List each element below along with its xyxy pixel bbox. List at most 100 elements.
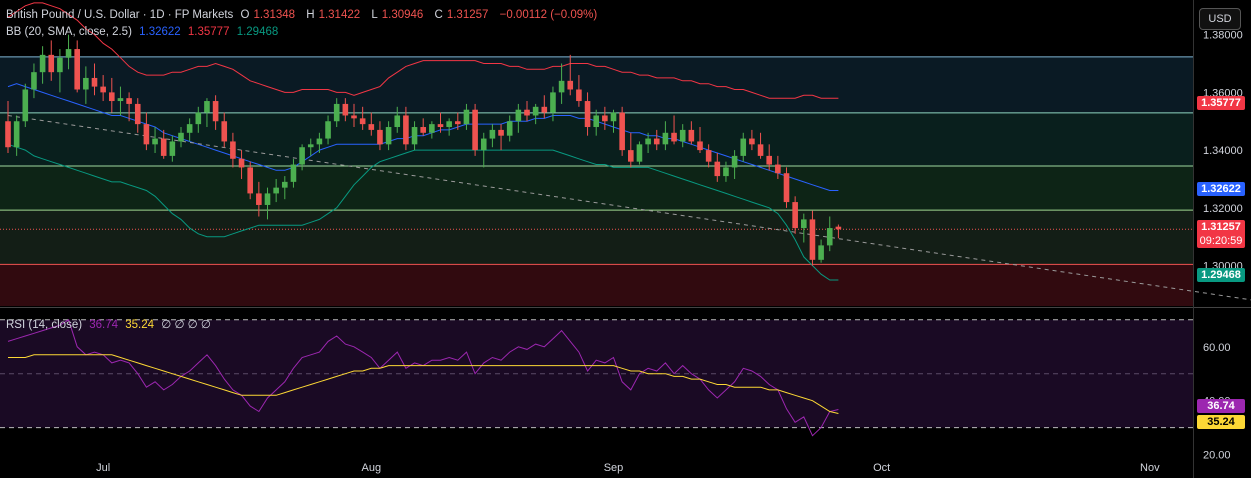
bb-upper-badge: 1.35777 [1197, 96, 1245, 110]
candle-body [567, 80, 574, 90]
symbol-legend: British Pound / U.S. Dollar · 1D · FP Ma… [6, 9, 601, 21]
candle-body [394, 115, 401, 128]
candle-body [31, 72, 37, 90]
candle-body [5, 121, 11, 148]
price-tick-label: 1.38000 [1203, 30, 1243, 42]
high-value: 1.31422 [318, 9, 361, 21]
candle-body [628, 150, 634, 162]
bb-basis-badge: 1.32622 [1197, 182, 1245, 196]
candle-body [714, 161, 721, 177]
candle-body [697, 141, 703, 151]
close-value: 1.31257 [446, 9, 489, 21]
open-value: 1.31348 [253, 9, 296, 21]
rsi-tick-label: 20.00 [1203, 450, 1231, 462]
candle-body [22, 89, 29, 122]
candle-body [143, 124, 150, 145]
candle-body [152, 138, 158, 145]
candle-body [307, 144, 314, 148]
candle-body [238, 158, 245, 168]
time-tick-label: Aug [362, 462, 382, 474]
candle-body [671, 132, 677, 142]
currency-button[interactable]: USD [1199, 8, 1241, 30]
candle-body [619, 112, 625, 151]
rsi-tick-label: 60.00 [1203, 342, 1231, 354]
candle-body [809, 219, 816, 260]
candle-body [749, 138, 755, 145]
candle-body [818, 245, 824, 260]
candle-body [359, 118, 366, 125]
bb-legend[interactable]: BB (20, SMA, close, 2.5) 1.32622 1.35777… [6, 26, 282, 38]
last-price-badge: 1.31257 [1197, 220, 1245, 234]
candle-body [636, 144, 643, 162]
candle-body [783, 173, 790, 203]
zone-band-4 [0, 264, 1193, 306]
candle-body [524, 109, 530, 116]
candle-body [351, 115, 357, 119]
candle-body [472, 109, 478, 151]
candle-body [126, 98, 132, 104]
candle-body [57, 57, 63, 73]
candle-body [178, 132, 184, 142]
candle-body [160, 138, 167, 156]
candle-body [437, 124, 444, 128]
candle-body [723, 167, 729, 177]
candle-body [662, 132, 669, 145]
candle-body [610, 112, 617, 122]
candle-body [316, 138, 323, 145]
open-label: O [240, 9, 250, 21]
candle-body [489, 129, 496, 139]
candle-body [593, 115, 599, 128]
candle-body [584, 101, 591, 128]
candle-body [576, 89, 582, 102]
bb-upper-line [7, 2, 839, 99]
candle-body [13, 121, 20, 148]
candle-body [230, 141, 236, 159]
candle-body [602, 115, 608, 122]
bb-basis-value: 1.32622 [139, 26, 181, 38]
candle-body [463, 109, 470, 125]
candle-body [429, 124, 435, 133]
time-tick-label: Jul [96, 462, 110, 474]
candle-body [299, 147, 305, 165]
candle-body [506, 121, 513, 136]
candle-body [550, 92, 556, 113]
rsi-legend[interactable]: RSI (14, close) 36.74 35.24 ∅ ∅ ∅ ∅ [6, 317, 215, 331]
bb-label: BB (20, SMA, close, 2.5) [6, 26, 132, 38]
close-label: C [434, 9, 443, 21]
candle-body [541, 106, 548, 113]
time-tick-label: Oct [873, 462, 890, 474]
candle-body [792, 202, 798, 229]
candle-body [273, 187, 279, 194]
candle-body [212, 101, 219, 122]
rsi-ma-legend-value: 35.24 [125, 319, 155, 331]
candle-body [653, 138, 660, 145]
candle-body [705, 150, 712, 162]
rsi-label: RSI (14, close) [6, 319, 83, 331]
candle-body [368, 124, 375, 130]
candle-body [65, 49, 72, 58]
candle-body [775, 164, 781, 174]
candle-body [826, 228, 833, 246]
candle-body [109, 92, 115, 102]
candle-body [515, 109, 522, 122]
candle-body [91, 77, 98, 87]
candle-body [801, 219, 807, 229]
candle-body [480, 138, 487, 151]
candle-body [532, 106, 539, 116]
candle-body [221, 121, 228, 142]
candle-body [645, 138, 651, 145]
countdown-badge: 09:20:59 [1197, 234, 1245, 248]
candle-body [420, 127, 426, 133]
candle-body [411, 127, 418, 145]
candle-body [134, 103, 141, 125]
candle-body [186, 124, 193, 133]
candle-body [342, 103, 349, 116]
low-label: L [371, 9, 378, 21]
candle-body [757, 144, 764, 156]
time-tick-label: Sep [604, 462, 624, 474]
symbol-title: British Pound / U.S. Dollar · 1D · FP Ma… [6, 9, 234, 21]
zone-band-0 [0, 56, 1193, 113]
candle-body [403, 115, 409, 145]
candle-body [100, 86, 106, 93]
